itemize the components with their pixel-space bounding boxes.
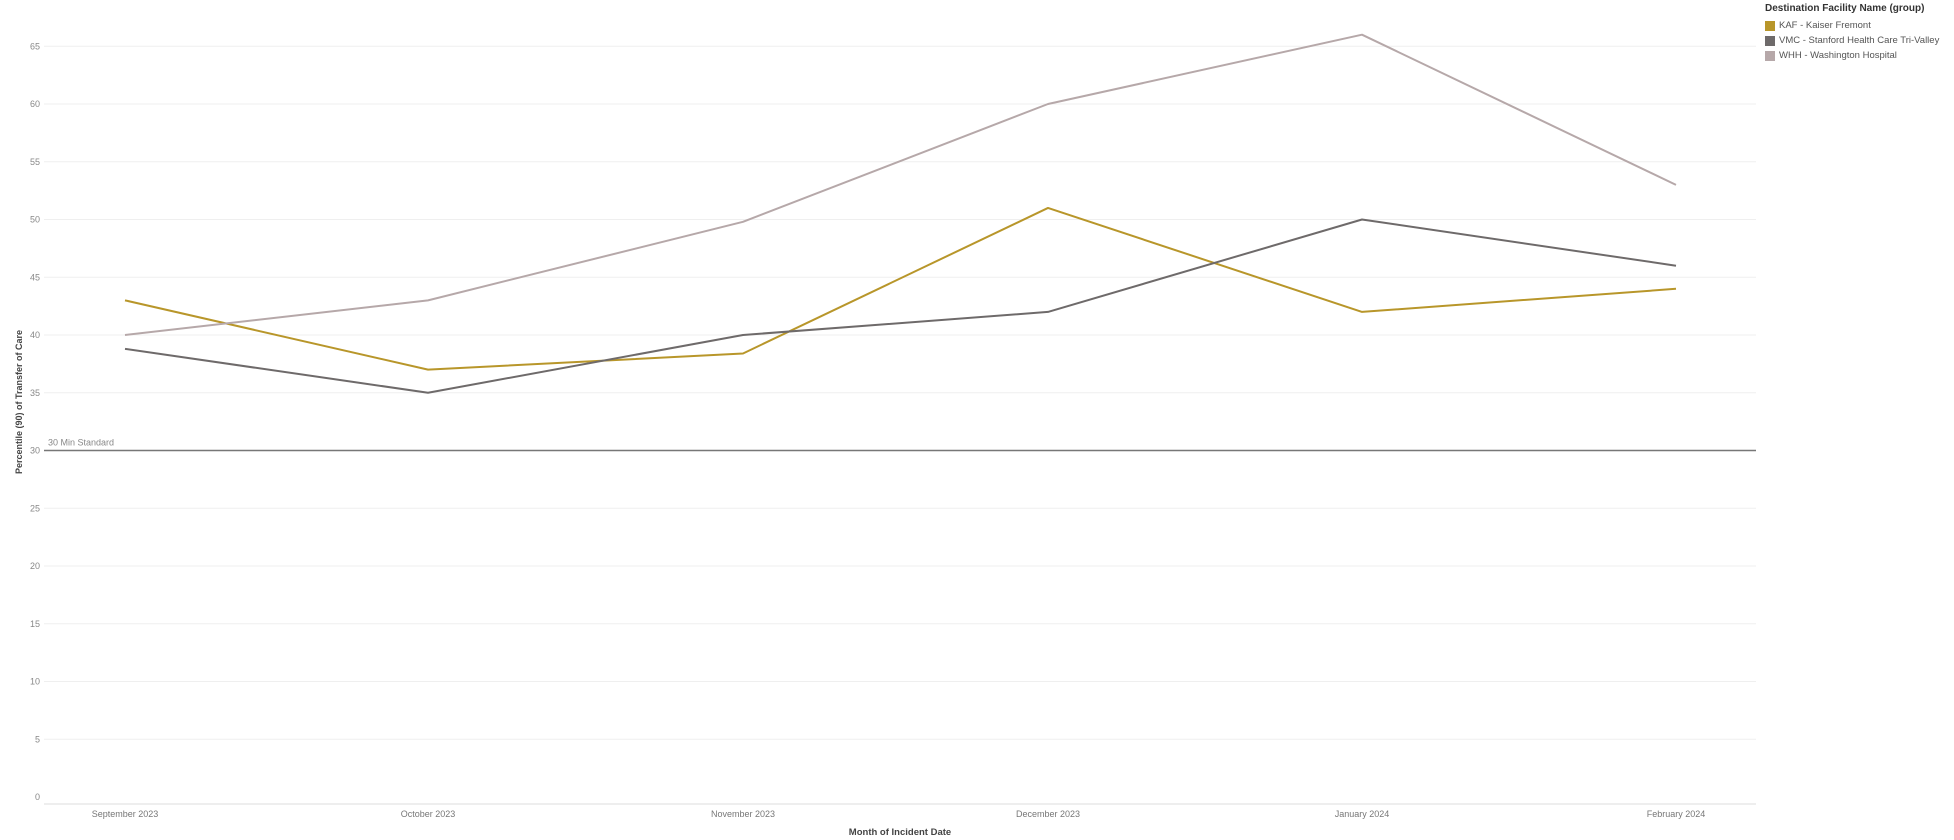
x-tick-label: November 2023 [711,809,775,819]
y-tick-label: 65 [30,41,40,51]
y-tick-label: 35 [30,388,40,398]
y-axis-title: Percentile (90) of Transfer of Care [14,330,24,474]
x-tick-label: February 2024 [1647,809,1706,819]
legend: Destination Facility Name (group) KAF - … [1765,3,1939,63]
legend-item-whh[interactable]: WHH - Washington Hospital [1765,48,1939,63]
legend-item-kaf[interactable]: KAF - Kaiser Fremont [1765,18,1939,33]
y-tick-label: 55 [30,157,40,167]
x-tick-label: September 2023 [92,809,159,819]
x-tick-label: January 2024 [1335,809,1390,819]
x-tick-label: October 2023 [401,809,456,819]
y-axis-ticks: 0 5 10 15 20 25 30 35 40 45 50 55 60 65 [30,41,40,802]
series-line-0[interactable] [124,206,1677,371]
legend-swatch [1765,20,1775,31]
y-tick-label: 10 [30,677,40,687]
y-tick-label: 20 [30,561,40,571]
y-tick-label: 60 [30,99,40,109]
legend-item-vmc[interactable]: VMC - Stanford Health Care Tri-Valley [1765,33,1939,48]
y-tick-label: 30 [30,446,40,456]
legend-swatch [1765,50,1775,61]
reference-line-group: 30 Min Standard [44,438,1756,452]
legend-label: WHH - Washington Hospital [1779,50,1897,61]
x-tick-label: December 2023 [1016,809,1080,819]
y-tick-label: 15 [30,619,40,629]
y-tick-label: 0 [35,792,40,802]
y-tick-label: 5 [35,734,40,744]
x-axis-title: Month of Incident Date [849,827,951,838]
y-tick-label: 45 [30,272,40,282]
y-tick-label: 40 [30,330,40,340]
legend-label: VMC - Stanford Health Care Tri-Valley [1779,35,1940,46]
series-line-1[interactable] [124,218,1677,394]
series-lines [124,33,1677,394]
legend-label: KAF - Kaiser Fremont [1779,20,1871,31]
reference-line-label: 30 Min Standard [48,438,114,448]
legend-title: Destination Facility Name (group) [1765,3,1925,14]
y-tick-label: 50 [30,215,40,225]
y-tick-label: 25 [30,503,40,513]
x-axis-ticks: September 2023 October 2023 November 2023 D… [92,809,1706,819]
series-line-2[interactable] [124,33,1677,336]
gridlines [44,45,1756,740]
legend-swatch [1765,35,1775,46]
